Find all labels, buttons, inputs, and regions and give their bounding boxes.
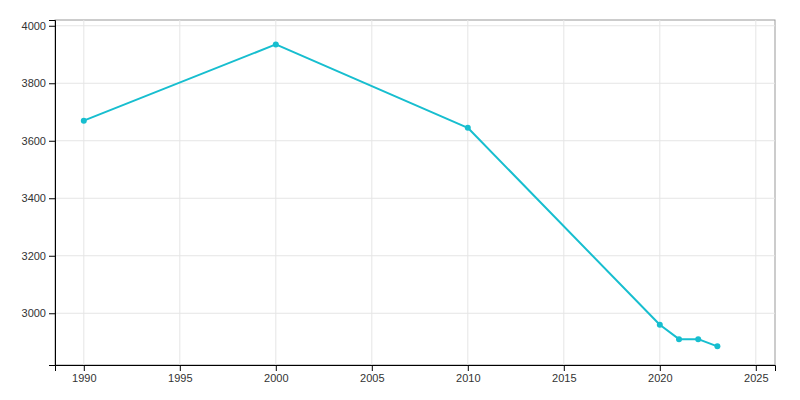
x-tick: 2010	[456, 365, 480, 384]
y-tick-mark	[49, 83, 55, 84]
x-tick: 1990	[72, 365, 96, 384]
x-tick-label: 1995	[168, 372, 192, 384]
chart: 1990 1995 2000 2005 2010 2015 2020 2025 3000 3200…	[0, 0, 800, 400]
x-axis: 1990 1995 2000 2005 2010 2015 2020 2025	[56, 365, 776, 384]
data	[81, 41, 721, 349]
x-tick-mark	[276, 365, 277, 371]
y-axis-line	[49, 21, 56, 366]
y-tick: 4000	[22, 20, 55, 32]
grid-line-y	[55, 313, 775, 314]
x-tick-mark	[756, 365, 757, 371]
grid-line-y	[55, 255, 775, 256]
plot-frame	[55, 20, 775, 365]
x-axis-line	[56, 366, 776, 372]
point	[695, 336, 701, 342]
y-tick-mark	[49, 141, 55, 142]
line	[84, 44, 718, 346]
point	[676, 336, 682, 342]
y-tick: 3400	[22, 192, 55, 204]
y-tick: 3800	[22, 77, 55, 89]
x-tick-label: 1990	[72, 372, 96, 384]
x-tick-label: 2010	[456, 372, 480, 384]
y-tick-label: 3600	[22, 135, 46, 147]
x-tick: 2020	[648, 365, 672, 384]
y-tick: 3000	[22, 307, 55, 319]
point	[657, 322, 663, 328]
grid-line-y	[55, 140, 775, 141]
x-tick: 2015	[552, 365, 576, 384]
y-axis: 3000 3200 3400 3600 3800 4000	[22, 20, 56, 366]
grid-line-y	[55, 198, 775, 199]
y-tick-mark	[49, 256, 55, 257]
y-tick-mark	[49, 198, 55, 199]
x-tick: 2025	[744, 365, 768, 384]
x-tick-mark	[564, 365, 565, 371]
point	[81, 118, 87, 124]
point	[465, 125, 471, 131]
x-tick: 2005	[360, 365, 384, 384]
y-tick-label: 4000	[22, 20, 46, 32]
grid-line-y	[55, 83, 775, 84]
y-tick-label: 3800	[22, 77, 46, 89]
x-tick-label: 2025	[744, 372, 768, 384]
y-tick-label: 3200	[22, 250, 46, 262]
x-tick-label: 2020	[648, 372, 672, 384]
x-tick-label: 2000	[264, 372, 288, 384]
x-tick: 2000	[264, 365, 288, 384]
x-tick: 1995	[168, 365, 192, 384]
y-tick-mark	[49, 313, 55, 314]
y-tick: 3600	[22, 135, 55, 147]
point	[714, 343, 720, 349]
point	[273, 41, 279, 47]
grid	[55, 20, 775, 365]
x-tick-label: 2005	[360, 372, 384, 384]
y-tick-mark	[49, 26, 55, 27]
plot: 1990 1995 2000 2005 2010 2015 2020 2025 3000 3200…	[22, 20, 776, 384]
x-tick-mark	[372, 365, 373, 371]
y-tick-label: 3400	[22, 192, 46, 204]
y-tick: 3200	[22, 250, 55, 262]
x-tick-mark	[660, 365, 661, 371]
x-tick-mark	[468, 365, 469, 371]
x-tick-mark	[180, 365, 181, 371]
y-tick-label: 3000	[22, 307, 46, 319]
grid-line-y	[55, 25, 775, 26]
x-tick-mark	[84, 365, 85, 371]
x-tick-label: 2015	[552, 372, 576, 384]
